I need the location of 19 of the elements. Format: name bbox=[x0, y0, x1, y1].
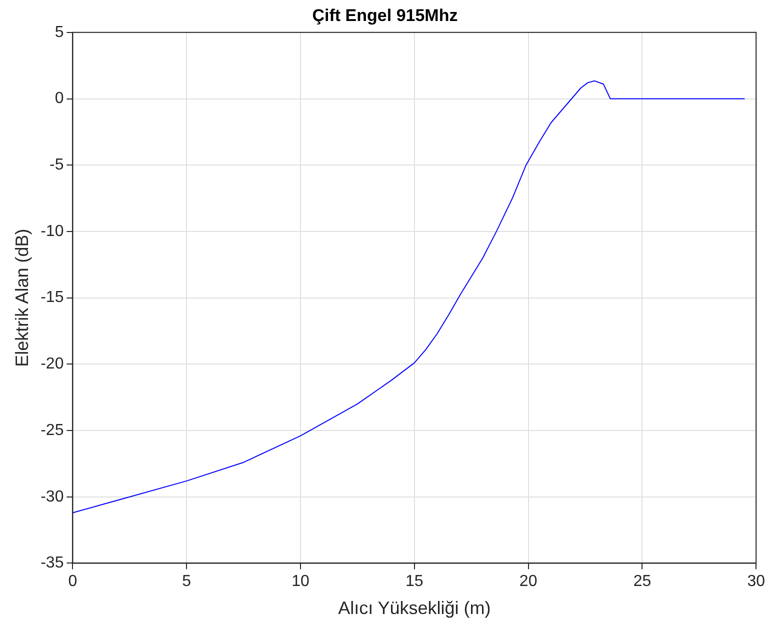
y-tick-label: -25 bbox=[40, 422, 64, 439]
x-tick-label: 15 bbox=[406, 573, 424, 590]
y-tick-label: -15 bbox=[40, 289, 64, 306]
x-tick-label: 0 bbox=[68, 573, 78, 590]
x-tick-label: 10 bbox=[292, 573, 310, 590]
y-tick-label: -5 bbox=[49, 156, 64, 174]
x-tick-label: 25 bbox=[633, 573, 652, 590]
y-axis-title: Elektrik Alan (dB) bbox=[12, 228, 32, 367]
x-tick-label: 20 bbox=[519, 573, 538, 590]
x-axis-title: Alıcı Yüksekliği (m) bbox=[338, 598, 491, 618]
y-tick-label: 5 bbox=[54, 24, 64, 41]
y-tick-label: 0 bbox=[54, 90, 64, 108]
y-tick-label: -30 bbox=[40, 488, 64, 506]
x-tick-label: 30 bbox=[747, 573, 766, 590]
y-tick-label: -35 bbox=[40, 554, 64, 572]
x-tick-label: 5 bbox=[182, 573, 192, 590]
y-tick-label: -20 bbox=[40, 356, 64, 373]
y-tick-label: -10 bbox=[40, 222, 64, 240]
chart-title: Çift Engel 915Mhz bbox=[312, 6, 458, 25]
